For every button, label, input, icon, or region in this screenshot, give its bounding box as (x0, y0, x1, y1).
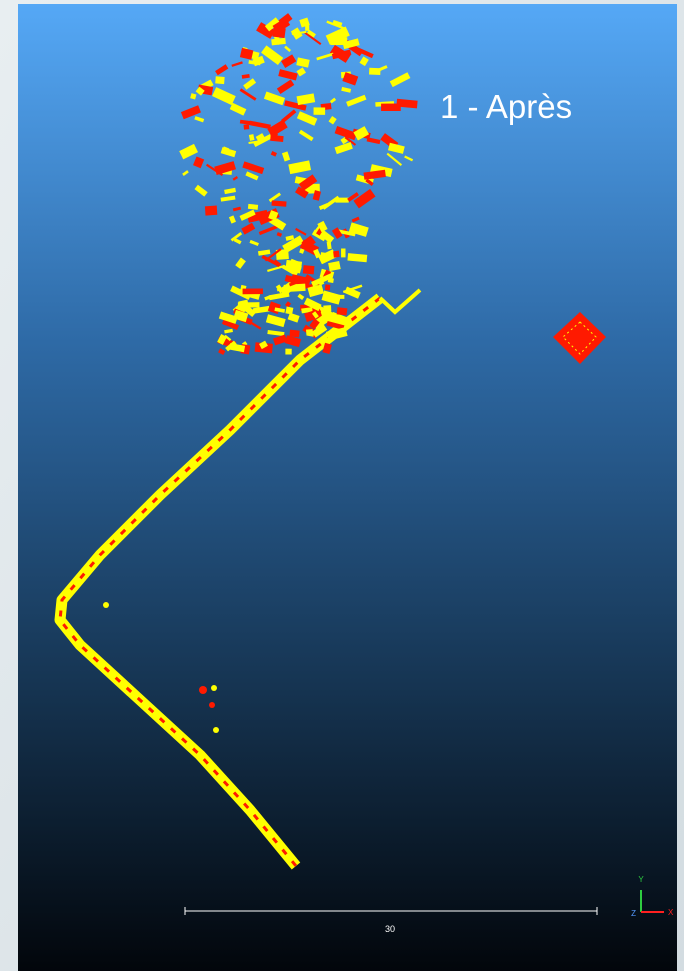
cloud-fragment (303, 265, 315, 274)
cloud-fragment (337, 307, 348, 315)
point-cluster (209, 702, 215, 708)
cloud-fragment (244, 124, 250, 129)
point-cluster (213, 727, 219, 733)
cloud-fragment (248, 204, 258, 210)
cloud-fragment (314, 107, 326, 115)
cloud-fragment (341, 248, 345, 257)
axis-x-label: X (668, 908, 674, 917)
cloud-fragment (285, 349, 291, 355)
cloud-fragment (243, 288, 263, 294)
cloud-fragment (325, 284, 330, 290)
page: {"viewport": {"label": "1 - Après", "sca… (0, 0, 684, 971)
cloud-fragment (215, 76, 224, 84)
cloud-fragment (285, 307, 293, 315)
viewport-label: 1 - Après (440, 88, 572, 125)
cloud-fragment (323, 305, 331, 312)
cloud-fragment (289, 330, 299, 338)
screenshot: 1 - Après 30 Y Z X (0, 0, 684, 971)
point-cluster (199, 686, 207, 694)
cloud-fragment (284, 284, 306, 293)
cloud-fragment (333, 295, 345, 299)
cloud-fragment (333, 251, 340, 258)
cloud-fragment (272, 200, 287, 206)
point-cluster (211, 685, 217, 691)
scale-bar-label: 30 (385, 924, 395, 934)
axis-y-label: Y (638, 875, 644, 884)
axis-z-label: Z (631, 909, 636, 918)
cloud-fragment (205, 206, 217, 216)
cloud-fragment (369, 68, 381, 75)
point-cluster (103, 602, 109, 608)
